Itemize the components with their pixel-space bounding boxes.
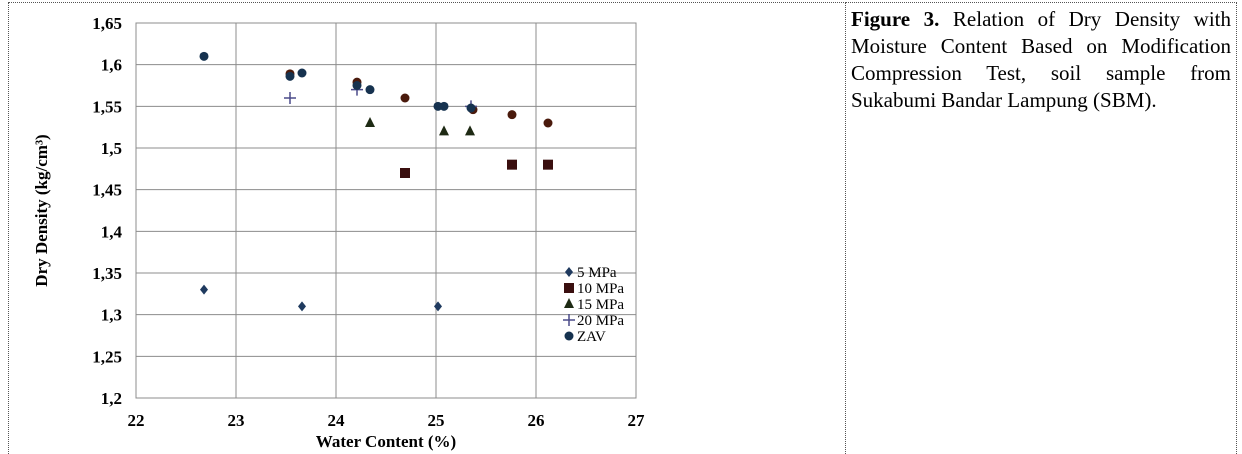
legend-label: 15 MPa [577,297,624,313]
data-point-extra [400,93,410,103]
legend-marker [565,267,573,277]
data-point-zav [199,51,209,61]
data-point-zav [365,85,375,95]
data-point-extra [507,110,517,120]
data-point-zav [466,103,476,113]
y-tick-label: 1,65 [92,14,122,33]
data-point-extra [543,118,553,128]
y-tick-label: 1,3 [101,306,122,325]
data-points [199,51,553,312]
data-point-5-mpa [298,301,306,312]
x-tick-label: 25 [428,411,445,430]
legend-item: 15 MPa [564,297,624,313]
legend-item: 5 MPa [565,265,617,281]
legend-label: 10 MPa [577,281,624,297]
legend-marker [563,314,575,326]
legend-label: 5 MPa [577,265,617,281]
data-point-10-mpa [400,168,410,178]
x-tick-label: 23 [228,411,245,430]
y-axis-title: Dry Density (kg/cm³) [32,134,51,286]
figure-caption-text: Relation of Dry Density with Moisture Co… [851,7,1232,112]
legend-marker [564,283,574,293]
x-tick-labels: 22 23 24 25 26 27 [128,411,646,430]
data-point-zav [352,81,362,90]
x-tick-label: 24 [328,411,346,430]
grid-layer [136,23,636,398]
data-point-5-mpa [434,301,442,312]
y-tick-label: 1,5 [101,139,122,158]
data-point-10-mpa [543,159,553,170]
x-tick-label: 22 [128,411,145,430]
figure-caption: Figure 3. Relation of Dry Density with M… [851,6,1231,114]
y-tick-label: 1,35 [92,264,122,283]
data-point-zav [297,68,307,78]
x-tick-label: 27 [628,411,646,430]
legend-item: ZAV [564,329,606,345]
legend-item: 20 MPa [563,313,624,329]
y-tick-label: 1,6 [101,56,122,75]
data-point-zav [285,71,295,81]
caption-cell [845,2,1237,454]
legend-marker [564,331,574,341]
data-point-zav [439,101,449,111]
legend-label: ZAV [577,329,606,345]
y-tick-label: 1,25 [92,347,122,366]
y-tick-labels: 1,2 1,25 1,3 1,35 1,4 1,45 1,5 1,55 1,6 1,65 [92,14,122,408]
data-point-15-mpa [439,125,449,136]
plot-area [135,22,637,399]
legend-item: 10 MPa [564,281,624,297]
y-tick-label: 1,55 [92,97,122,116]
data-point-15-mpa [365,117,375,127]
y-tick-label: 1,45 [92,181,122,200]
figure-caption-label: Figure 3. [851,7,940,31]
data-point-10-mpa [507,159,517,170]
x-axis-title: Water Content (%) [316,432,456,451]
legend-label: 20 MPa [577,313,624,329]
scatter-chart: 22 23 24 25 26 27 1,2 1,25 1,3 1,35 1,4 1,45 1,5 1,5… [32,14,646,451]
x-tick-label: 26 [528,411,545,430]
data-point-20-mpa [284,92,296,104]
legend-marker [564,298,574,308]
y-tick-label: 1,4 [101,222,123,241]
y-tick-label: 1,2 [101,389,122,408]
data-point-15-mpa [465,125,475,136]
data-point-5-mpa [200,284,208,295]
